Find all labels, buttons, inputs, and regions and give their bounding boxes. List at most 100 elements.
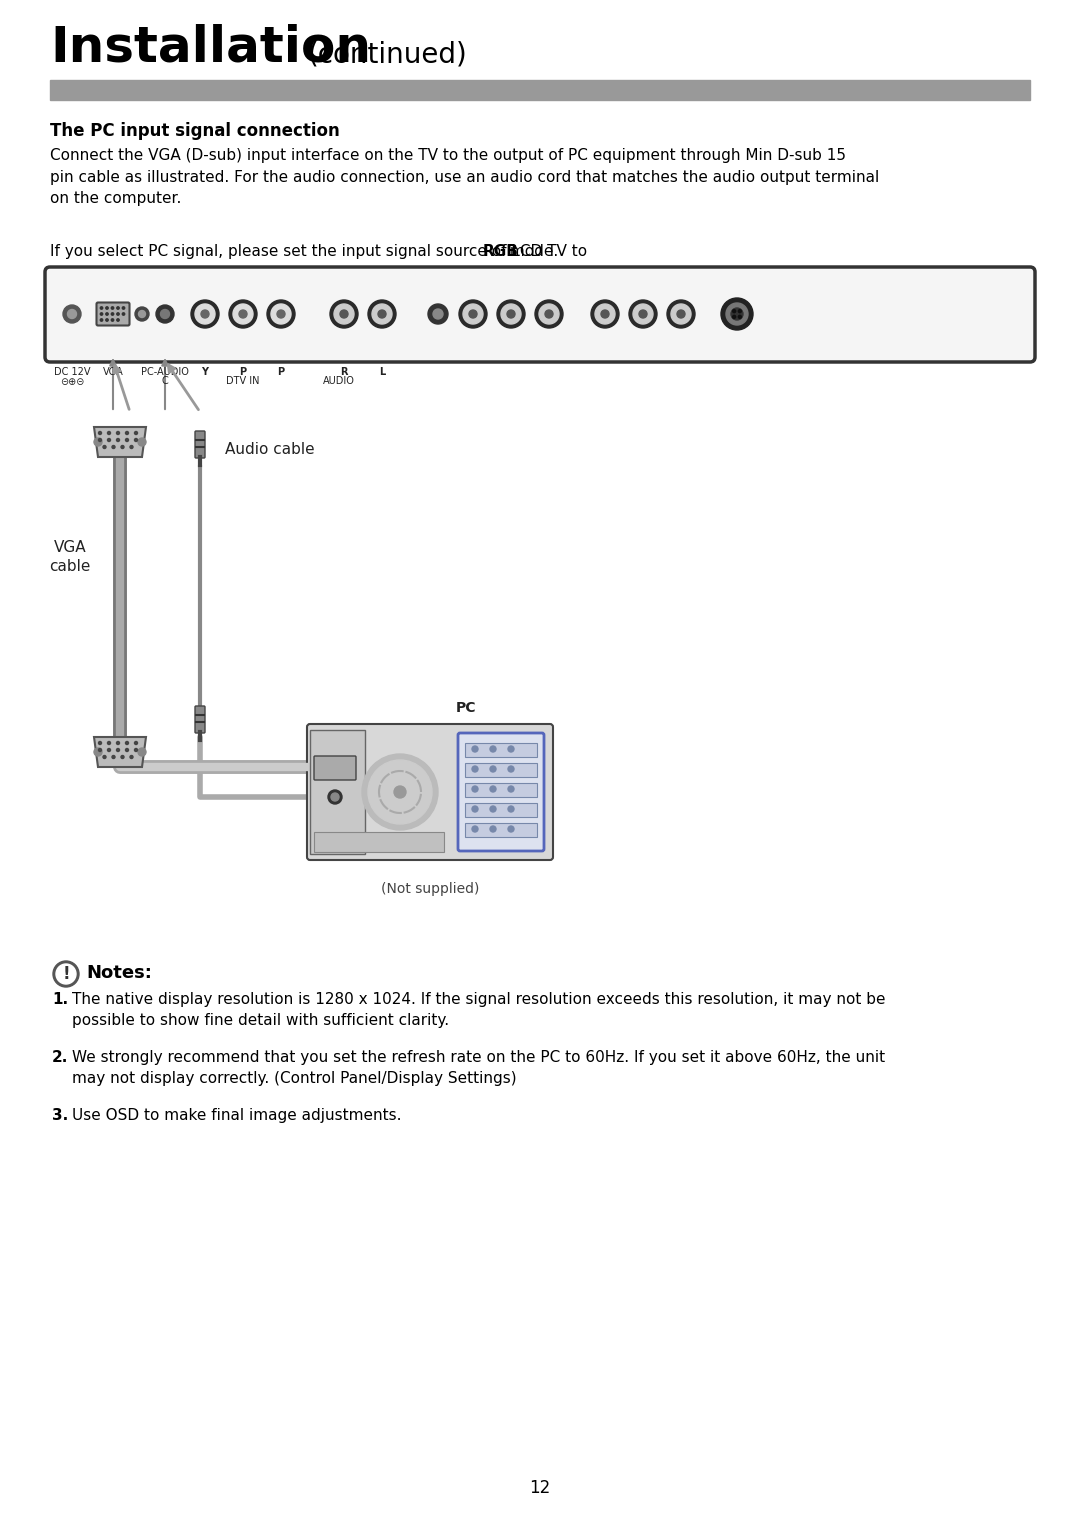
Circle shape <box>490 767 496 773</box>
Circle shape <box>53 960 79 986</box>
Circle shape <box>591 299 619 328</box>
Circle shape <box>330 793 339 802</box>
Circle shape <box>100 319 103 321</box>
Circle shape <box>472 786 478 793</box>
FancyBboxPatch shape <box>96 302 130 325</box>
Text: Use OSD to make final image adjustments.: Use OSD to make final image adjustments. <box>72 1109 402 1122</box>
Text: RGB: RGB <box>482 244 518 260</box>
Bar <box>314 832 444 852</box>
Circle shape <box>490 806 496 812</box>
Circle shape <box>56 964 76 983</box>
Circle shape <box>508 786 514 793</box>
Circle shape <box>677 310 685 318</box>
Circle shape <box>508 747 514 751</box>
Circle shape <box>508 767 514 773</box>
Text: If you select PC signal, please set the input signal source of LCD TV to: If you select PC signal, please set the … <box>50 244 592 260</box>
Text: (continued): (continued) <box>308 40 468 69</box>
Circle shape <box>233 304 253 324</box>
Text: Audio cable: Audio cable <box>225 441 314 457</box>
Circle shape <box>117 438 120 441</box>
Circle shape <box>138 748 146 756</box>
Circle shape <box>117 319 119 321</box>
Circle shape <box>108 742 110 745</box>
Text: PC-AUDIO: PC-AUDIO <box>141 366 189 377</box>
Bar <box>465 764 537 777</box>
Circle shape <box>739 316 741 318</box>
Bar <box>310 730 365 854</box>
Circle shape <box>191 299 219 328</box>
Polygon shape <box>94 738 146 767</box>
FancyBboxPatch shape <box>307 724 553 860</box>
Circle shape <box>98 742 102 745</box>
Text: !: ! <box>63 965 70 983</box>
Text: DTV IN: DTV IN <box>226 376 260 386</box>
Text: Notes:: Notes: <box>86 964 152 982</box>
Circle shape <box>671 304 691 324</box>
Circle shape <box>507 310 515 318</box>
Circle shape <box>125 748 129 751</box>
Circle shape <box>117 742 120 745</box>
Circle shape <box>508 826 514 832</box>
Text: ⊝⊕⊝: ⊝⊕⊝ <box>59 377 84 386</box>
Circle shape <box>106 319 108 321</box>
Circle shape <box>428 304 448 324</box>
Circle shape <box>239 310 247 318</box>
Text: Installation: Installation <box>50 24 372 72</box>
Circle shape <box>508 806 514 812</box>
Circle shape <box>368 299 396 328</box>
Circle shape <box>117 432 120 435</box>
Circle shape <box>201 310 210 318</box>
Circle shape <box>122 313 124 315</box>
Circle shape <box>98 432 102 435</box>
Text: VGA
cable: VGA cable <box>50 539 91 574</box>
Circle shape <box>667 299 696 328</box>
Circle shape <box>125 742 129 745</box>
Circle shape <box>276 310 285 318</box>
Circle shape <box>362 754 438 831</box>
Circle shape <box>111 319 113 321</box>
Circle shape <box>732 316 735 318</box>
Circle shape <box>117 313 119 315</box>
Text: P: P <box>278 366 284 377</box>
Circle shape <box>94 438 102 446</box>
Bar <box>465 744 537 757</box>
Text: (Not supplied): (Not supplied) <box>381 883 480 896</box>
Circle shape <box>340 310 348 318</box>
Circle shape <box>721 298 753 330</box>
Text: The native display resolution is 1280 x 1024. If the signal resolution exceeds t: The native display resolution is 1280 x … <box>72 993 886 1028</box>
Text: 2.: 2. <box>52 1051 68 1064</box>
Circle shape <box>111 313 113 315</box>
Circle shape <box>535 299 563 328</box>
Circle shape <box>469 310 477 318</box>
Text: mode.: mode. <box>504 244 558 260</box>
Circle shape <box>490 826 496 832</box>
FancyBboxPatch shape <box>458 733 544 851</box>
Bar <box>465 823 537 837</box>
Text: R: R <box>340 366 348 377</box>
Circle shape <box>539 304 559 324</box>
Circle shape <box>121 756 124 759</box>
Text: P: P <box>240 366 246 377</box>
Circle shape <box>108 432 110 435</box>
Circle shape <box>501 304 521 324</box>
Circle shape <box>98 438 102 441</box>
Circle shape <box>372 304 392 324</box>
Circle shape <box>271 304 291 324</box>
Circle shape <box>229 299 257 328</box>
Circle shape <box>103 446 106 449</box>
Text: C: C <box>162 376 168 386</box>
Text: We strongly recommend that you set the refresh rate on the PC to 60Hz. If you se: We strongly recommend that you set the r… <box>72 1051 886 1086</box>
Circle shape <box>106 307 108 308</box>
Circle shape <box>130 756 133 759</box>
Circle shape <box>472 747 478 751</box>
Circle shape <box>334 304 354 324</box>
Circle shape <box>125 438 129 441</box>
Circle shape <box>328 789 342 805</box>
Circle shape <box>472 826 478 832</box>
Text: The PC input signal connection: The PC input signal connection <box>50 122 340 140</box>
Text: Connect the VGA (D-sub) input interface on the TV to the output of PC equipment : Connect the VGA (D-sub) input interface … <box>50 148 879 206</box>
Circle shape <box>394 786 406 799</box>
Circle shape <box>138 438 146 446</box>
Circle shape <box>63 305 81 324</box>
Circle shape <box>490 747 496 751</box>
